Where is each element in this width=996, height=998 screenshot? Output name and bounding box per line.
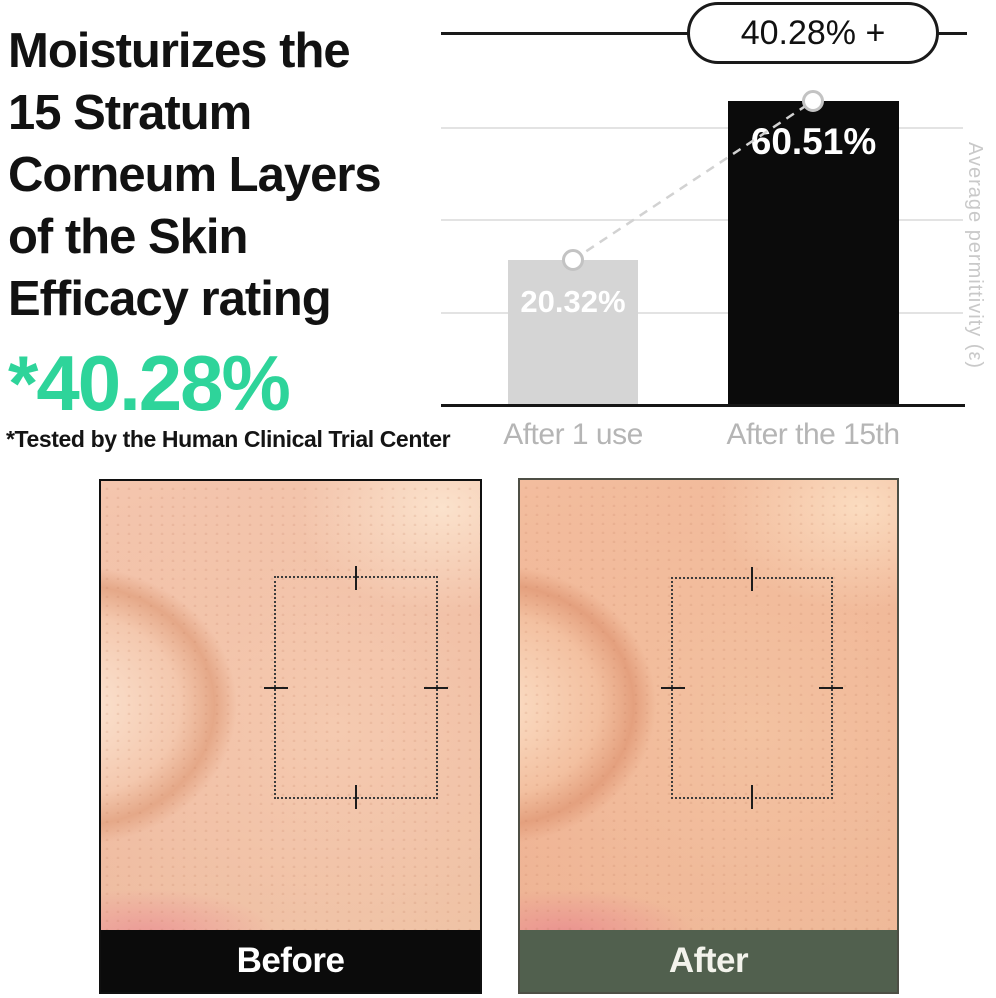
tick-mark bbox=[751, 785, 753, 809]
bar-value-label: 60.51% bbox=[750, 121, 877, 162]
bar-after-1-use: 20.32% bbox=[508, 260, 638, 404]
tick-mark bbox=[264, 686, 288, 689]
data-point-marker bbox=[802, 90, 824, 112]
focus-area-box bbox=[661, 567, 843, 809]
bar-after-15th: 60.51% bbox=[728, 101, 899, 404]
delta-badge: 40.28% + bbox=[687, 2, 939, 64]
after-photo bbox=[520, 480, 897, 930]
before-card: Before bbox=[99, 479, 482, 994]
card-label-bar: Before bbox=[101, 930, 480, 992]
footnote: *Tested by the Human Clinical Trial Cent… bbox=[6, 426, 451, 452]
bar-value-label: 20.32% bbox=[520, 284, 626, 319]
x-axis-label: After the 15th bbox=[726, 418, 900, 451]
before-photo bbox=[101, 481, 480, 930]
delta-badge-label: 40.28% + bbox=[740, 13, 886, 52]
skin-closeup-image bbox=[520, 480, 897, 930]
card-label-bar: After bbox=[520, 930, 897, 992]
skin-closeup-image bbox=[101, 481, 480, 930]
before-label: Before bbox=[236, 941, 345, 980]
tick-mark bbox=[661, 687, 685, 689]
tick-mark bbox=[751, 567, 753, 591]
headline-line: of the Skin bbox=[8, 210, 248, 264]
headline-block: Moisturizes the 15 Stratum Corneum Layer… bbox=[8, 20, 448, 330]
after-label: After bbox=[668, 941, 749, 980]
data-point-marker bbox=[562, 249, 584, 271]
grid-line bbox=[441, 312, 963, 314]
tick-mark bbox=[424, 686, 448, 689]
tick-mark bbox=[355, 785, 357, 809]
efficacy-stat: *40.28% bbox=[8, 339, 291, 427]
tick-mark bbox=[355, 566, 357, 590]
x-axis-baseline bbox=[441, 404, 965, 407]
headline-line: Corneum Layers bbox=[8, 148, 382, 202]
bar-chart: 40.28% + 20.32% 60.51% After 1 use After… bbox=[441, 0, 996, 460]
focus-area-box bbox=[264, 566, 448, 809]
headline-line: 15 Stratum bbox=[8, 86, 252, 140]
x-axis-label: After 1 use bbox=[503, 418, 643, 451]
tick-mark bbox=[819, 687, 843, 689]
after-card: After bbox=[518, 478, 899, 994]
headline-line: Efficacy rating bbox=[8, 272, 332, 326]
headline-line: Moisturizes the bbox=[8, 24, 351, 78]
y-axis-title: Average permittivity (ε) bbox=[964, 142, 986, 370]
